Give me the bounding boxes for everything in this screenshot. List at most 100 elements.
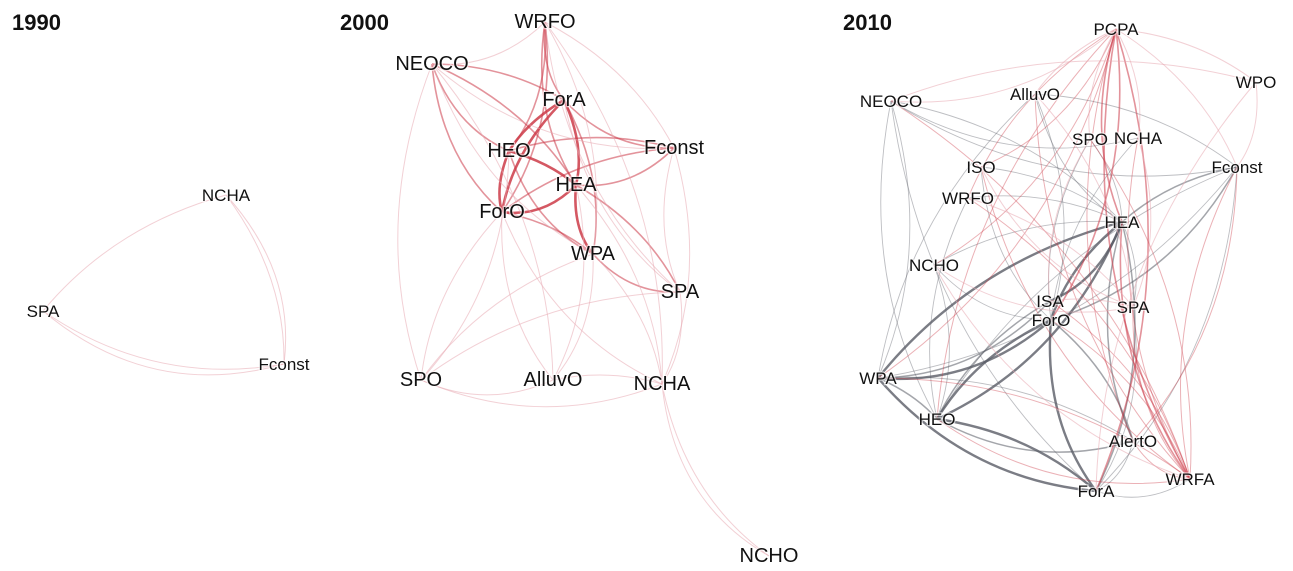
edge-ncha-fconst [225,194,287,365]
edge-iso-spa [980,166,1134,308]
node-label-fora: ForA [1078,482,1116,501]
edge-alluvo-fconst [1034,93,1238,168]
node-label-neoco: NEOCO [395,53,468,75]
edge-hea-isa [1049,221,1124,303]
edge-hea-ncha [575,184,663,385]
edge-spa-fconst [42,310,285,376]
edge-heo-fora [936,417,1097,492]
edge-spa-wrfa [1132,306,1191,480]
node-label-iso: ISO [966,158,995,177]
edge-fconst-hea [1121,166,1238,223]
edge-fconst-heo [936,166,1238,420]
edge-ncha-wrfa [1127,137,1191,480]
panel-1990: 1990 NCHA SPA Fconst [12,10,311,376]
edge-wpa-heo [877,377,938,420]
edge-wpa-alerto [877,376,1134,442]
edge-heo-foro [498,150,511,213]
node-label-foro: ForO [479,201,525,223]
edge-neoco-heo [431,63,510,152]
edge-spo-hea [1089,138,1123,223]
edge-wpa-spo [420,253,594,381]
edge-heo-spo [420,150,510,381]
node-label-alerto: AlertO [1109,432,1157,451]
edge-wrfo-fconst [544,21,675,149]
edge-pcpa-ncha [1115,28,1141,139]
edge-fconst-foro [1050,166,1238,321]
edge-wpo-pcpa [1115,28,1257,83]
edge-foro-fora [1048,319,1097,492]
node-label-spo: SPO [1072,130,1108,149]
edge-neoco-spo [397,63,433,381]
edge-iso-wrfa [980,166,1191,480]
edge-wrfo-heo [508,21,547,152]
edge-wrfo-heo [929,197,969,420]
edge-spa-fconst [42,310,285,370]
edge-spo-foro [1047,138,1091,321]
edge-hea-wrfa [1119,221,1191,480]
edge-layer-1990 [42,194,287,376]
edge-hea-wpa [877,220,1123,379]
edge-pcpa-iso [980,28,1117,168]
edge-neoco-heo [880,100,938,420]
edge-hea-foro [501,184,577,215]
edge-spo-spa [420,291,681,381]
edge-fconst-wrfa [1180,166,1238,480]
edge-neoco-foro [431,63,503,213]
edge-pcpa-fora [1095,28,1149,492]
edge-ncha-fconst [225,194,285,365]
node-label-hea: HEA [1105,213,1141,232]
edge-ncho-foro [933,264,1052,321]
edge-layer-2000 [397,21,770,557]
edge-foro-wrfa [1050,319,1191,480]
edge-heo-wrfa [936,418,1191,484]
edge-wrfo-spa [967,197,1134,308]
node-label-spa: SPA [661,281,700,303]
edge-spo-wrfa [1089,138,1192,480]
edge-spa-ncha [661,291,683,385]
edge-pcpa-wrfo [967,28,1117,199]
edge-fconst-alerto [1132,166,1238,442]
edge-iso-hea [980,166,1123,223]
edge-fconst-fora [1095,166,1238,492]
edge-ncha-ncho [661,383,770,557]
edge-foro-spo [420,211,503,381]
node-label-wpa: WPA [859,369,897,388]
edge-pcpa-fconst [1115,28,1238,168]
edge-ncho-wrfa [933,264,1191,480]
edge-hea-foro [1049,221,1123,321]
node-label-fconst: Fconst [644,137,704,159]
edge-alluvo-spa [1034,93,1134,308]
node-label-fora: ForA [542,89,586,111]
node-label-spa: SPA [1117,298,1150,317]
edge-ncho-heo [933,264,950,420]
edge-pcpa-ncho [933,28,1117,266]
node-layer-2010: PCPA WPO NEOCO AlluvO SPO NCHA ISO Fconst WRFO HE… [858,19,1278,503]
edge-iso-foro [980,166,1052,321]
edge-ncha-spa [42,194,227,312]
edge-heo-hea [508,149,577,186]
node-label-ncho: NCHO [909,256,959,275]
edge-wpo-fora [1095,81,1257,492]
edge-fconst-wpa [877,166,1238,379]
edge-pcpa-spo [1088,28,1117,140]
node-label-spo: SPO [400,369,442,391]
edge-ncha-foro [1050,137,1139,321]
edge-ncha-spa [1132,137,1152,308]
node-label-pcpa: PCPA [1093,20,1139,39]
node-label-wrfo: WRFO [514,11,575,33]
node-label-fconst: Fconst [1211,158,1262,177]
node-label-fconst: Fconst [258,355,309,374]
edge-isa-heo [936,300,1051,420]
edge-pcpa-neoco [890,28,1117,103]
edge-wrfo-wpa [544,21,598,255]
edge-fconst-ncha [661,147,691,385]
node-label-ncho: NCHO [740,545,799,567]
edge-wrfo-ncha [544,21,663,385]
edge-fconst-heo [508,136,675,152]
node-layer-2000: WRFO NEOCO ForA HEO Fconst HEA ForO WPA SPA SPO Al… [394,10,800,569]
edge-wrfo-hea [967,195,1123,223]
node-label-hea: HEA [555,174,597,196]
node-label-wpo: WPO [1236,73,1277,92]
edge-neoco-fora [890,100,1097,492]
edge-neoco-wpa [877,100,911,379]
